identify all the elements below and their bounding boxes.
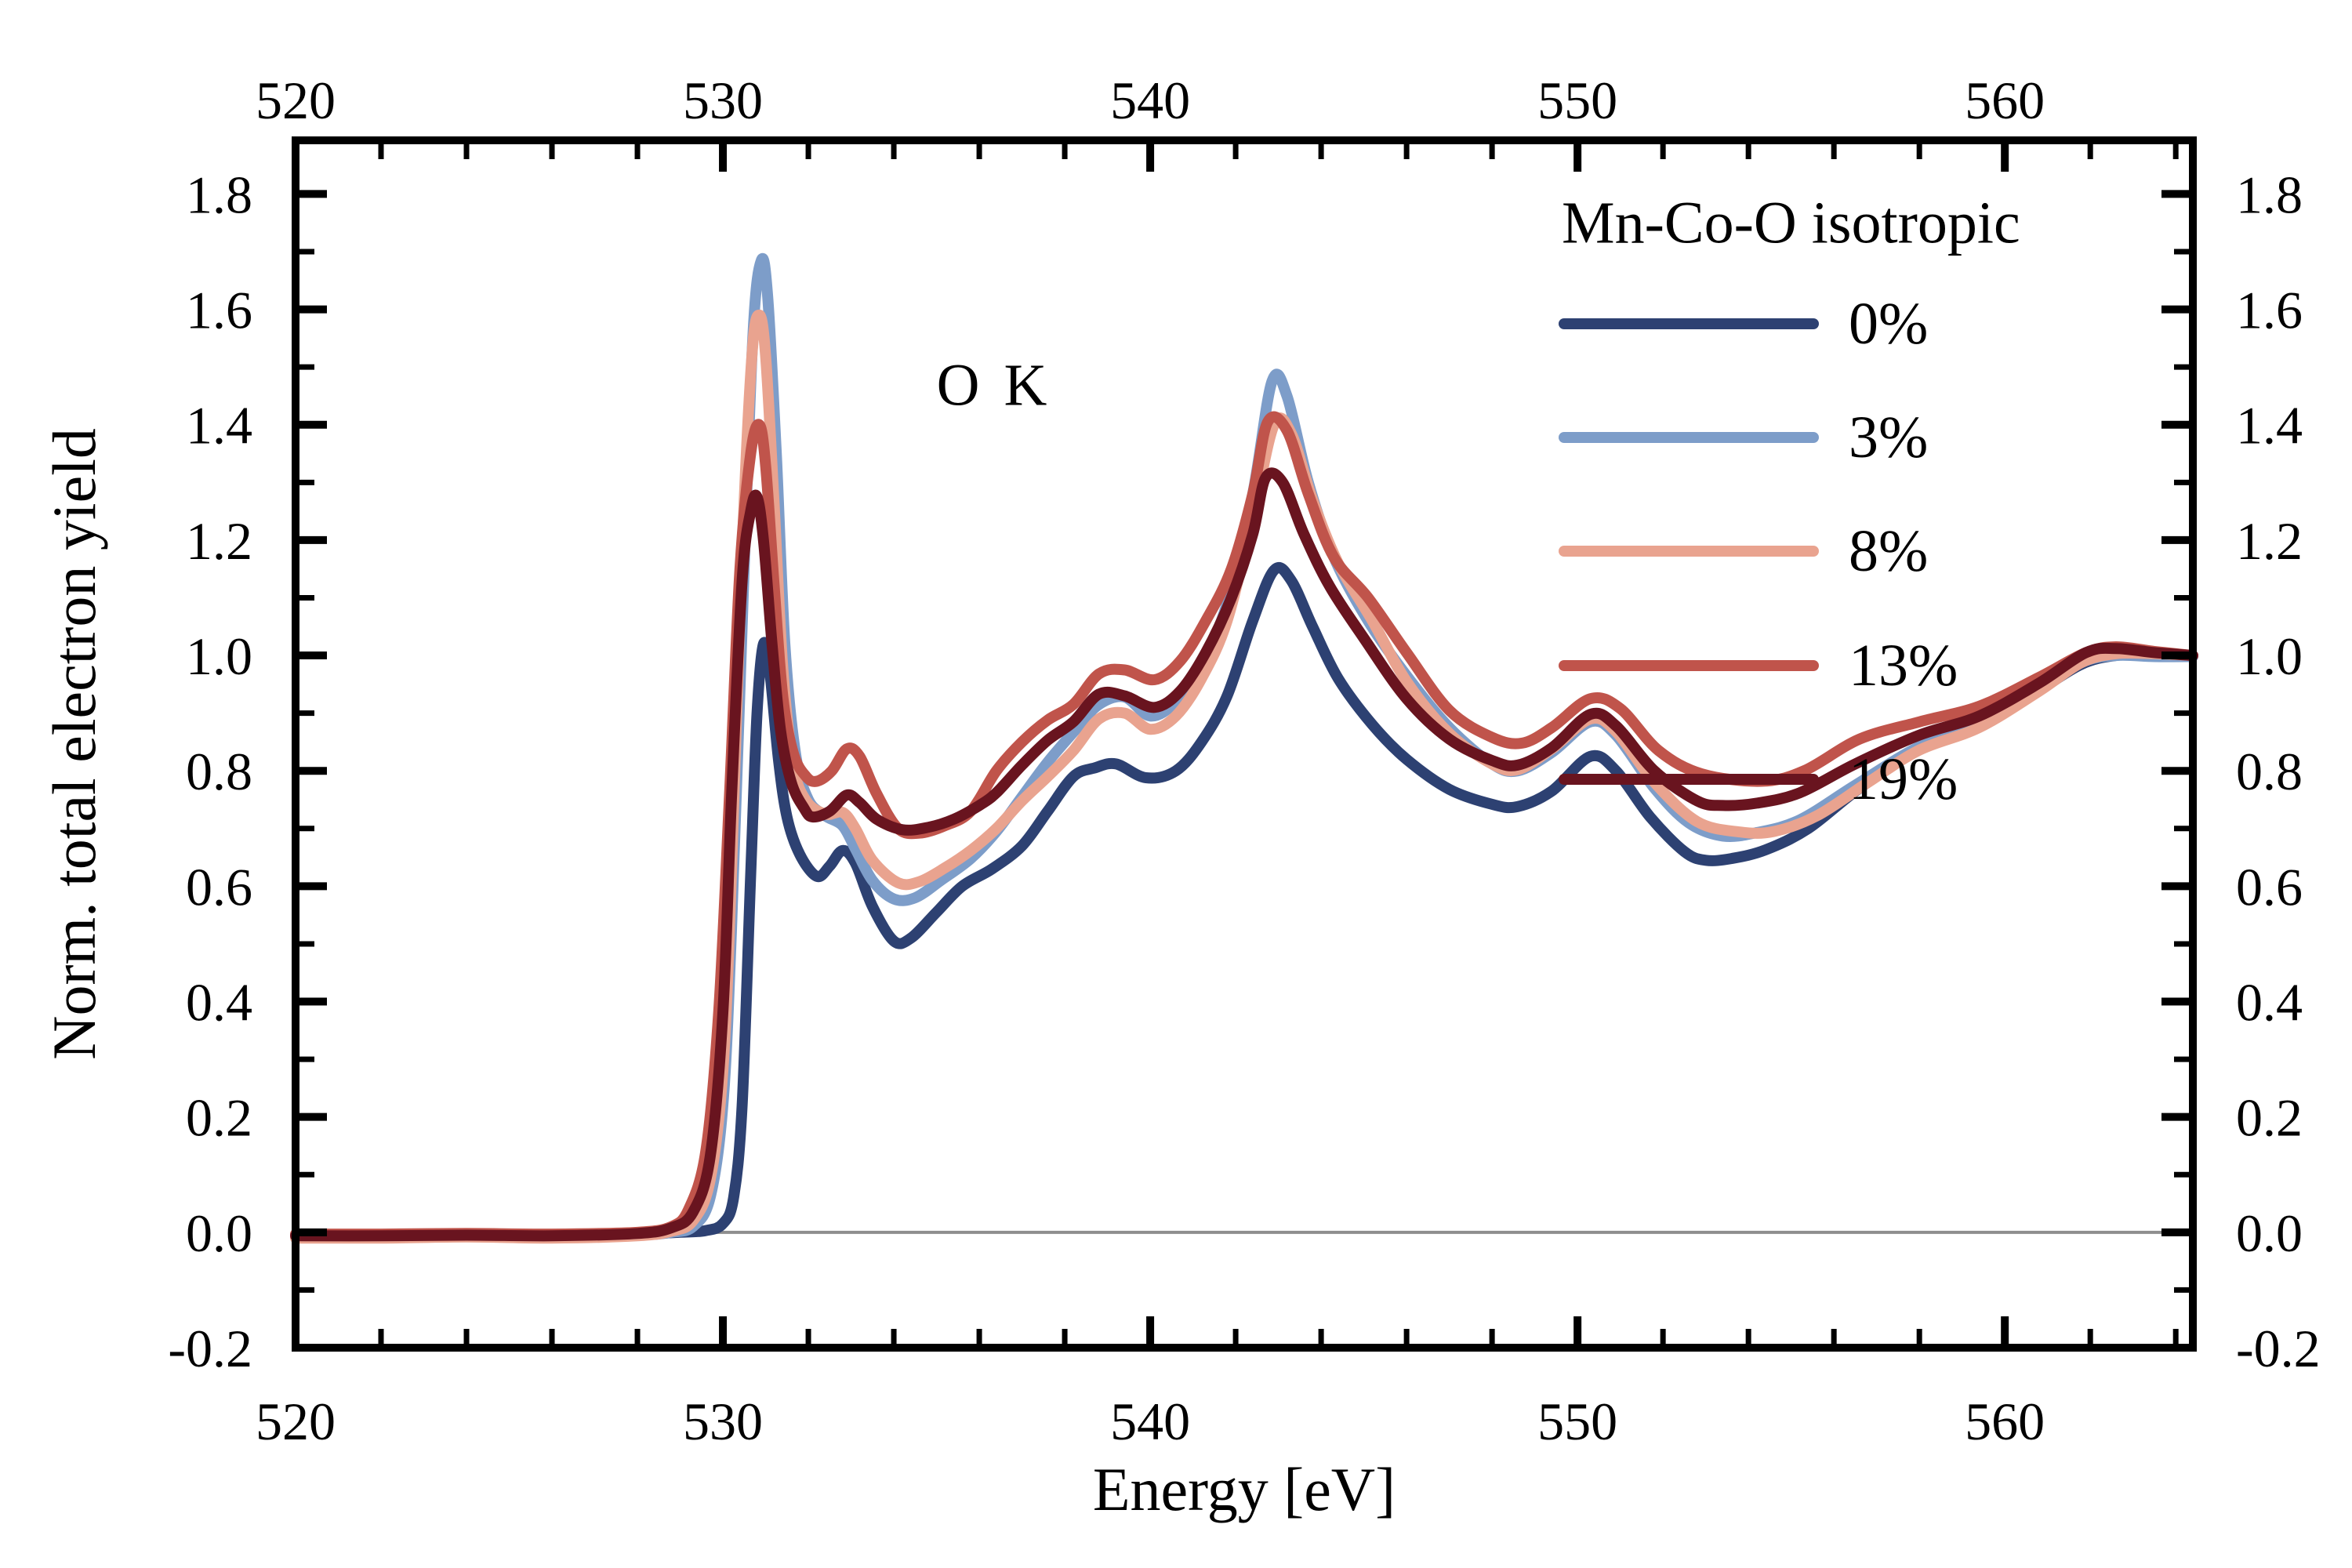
plot-frame xyxy=(292,136,2197,1352)
x-tick-label-bottom: 530 xyxy=(683,1392,763,1451)
y-tick-label-left: 1.6 xyxy=(186,281,252,340)
y-tick-label-left: 0.8 xyxy=(186,742,252,801)
y-tick-label-left: 0.6 xyxy=(186,857,252,916)
curve-19pct xyxy=(290,467,2198,1242)
x-tick-label-top: 550 xyxy=(1537,71,1617,130)
x-tick-label-bottom: 550 xyxy=(1537,1392,1617,1451)
x-tick-label-bottom: 560 xyxy=(1965,1392,2045,1451)
y-tick-label-right: 1.4 xyxy=(2236,396,2303,456)
curve-0pct xyxy=(290,562,2198,1241)
x-tick-label-bottom: 540 xyxy=(1110,1392,1190,1451)
ticks-layer xyxy=(292,140,2193,1352)
x-tick-label-top: 540 xyxy=(1110,71,1190,130)
y-tick-label-left: 1.4 xyxy=(186,396,252,456)
x-tick-label-top: 560 xyxy=(1965,71,2045,130)
y-tick-label-right: 1.2 xyxy=(2236,511,2303,571)
y-tick-label-right: 0.4 xyxy=(2236,973,2303,1033)
x-tick-label-bottom: 520 xyxy=(256,1392,336,1451)
tick-labels-layer: 520 520 530 530 540 540 550 550 560 560 -0.2 -0.2 0.… xyxy=(168,71,2320,1451)
y-tick-label-left: 1.8 xyxy=(186,165,252,224)
y-tick-label-right: 1.8 xyxy=(2236,165,2303,224)
y-tick-label-left: 1.2 xyxy=(186,511,252,571)
y-tick-label-left: -0.2 xyxy=(168,1319,252,1378)
y-tick-label-right: 0.2 xyxy=(2236,1088,2303,1148)
y-tick-label-right: 1.0 xyxy=(2236,626,2303,686)
y-tick-label-right: 1.6 xyxy=(2236,281,2303,340)
y-tick-label-right: 0.6 xyxy=(2236,857,2303,916)
y-tick-label-right: 0.0 xyxy=(2236,1203,2303,1263)
x-tick-label-top: 520 xyxy=(256,71,336,130)
curve-8pct xyxy=(290,309,2198,1244)
y-axis-title: Norm. total electron yield xyxy=(40,428,108,1060)
y-tick-label-left: 0.0 xyxy=(186,1203,252,1263)
x-axis-title: Energy [eV] xyxy=(1092,1455,1396,1523)
curve-13pct xyxy=(290,411,2198,1240)
y-tick-label-right: 0.8 xyxy=(2236,742,2303,801)
frame-layer xyxy=(292,136,2197,1352)
edge-annotation: O K xyxy=(936,352,1052,419)
curve-3pct xyxy=(290,252,2198,1243)
y-tick-label-right: -0.2 xyxy=(2236,1319,2321,1378)
x-tick-label-top: 530 xyxy=(683,71,763,130)
curves-layer xyxy=(290,252,2198,1244)
y-tick-label-left: 0.2 xyxy=(186,1088,252,1148)
y-tick-label-left: 1.0 xyxy=(186,626,252,686)
y-tick-label-left: 0.4 xyxy=(186,973,252,1033)
